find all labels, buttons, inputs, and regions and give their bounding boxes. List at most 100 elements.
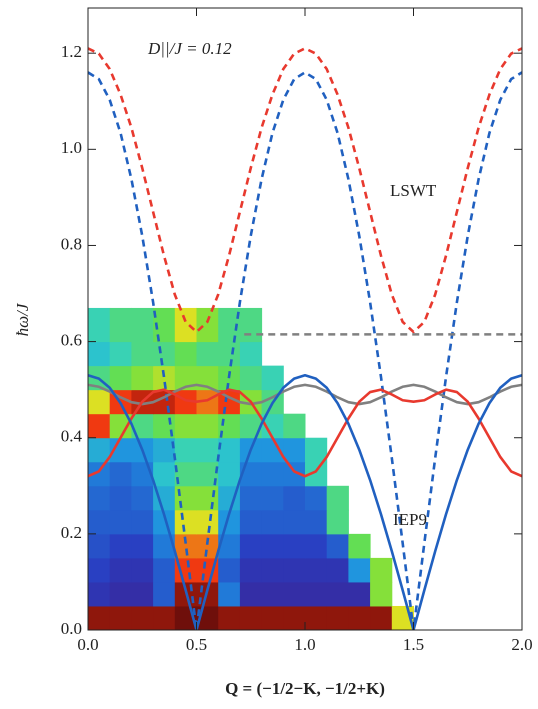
heatmap-cell: [131, 605, 154, 630]
heatmap-cell: [261, 581, 284, 607]
x-tick-label: 0.5: [186, 635, 207, 654]
heatmap-cell: [239, 605, 263, 630]
heatmap-cell: [131, 509, 154, 535]
heatmap-cell: [196, 365, 219, 391]
annotation: LSWT: [390, 181, 437, 200]
heatmap-cell: [261, 437, 284, 463]
heatmap-cell: [305, 533, 328, 559]
heatmap-cell: [305, 581, 328, 607]
heatmap-cell: [218, 581, 241, 607]
heatmap-cell: [218, 461, 241, 487]
y-tick-label: 0.4: [61, 427, 83, 446]
heatmap-cell: [88, 485, 111, 511]
heatmap-cell: [283, 485, 306, 511]
heatmap-cell: [348, 533, 371, 559]
heatmap-cell: [261, 365, 284, 391]
heatmap-cell: [239, 533, 263, 559]
heatmap-cell: [88, 557, 111, 583]
x-tick-label: 2.0: [511, 635, 532, 654]
lines: [88, 47, 522, 630]
heatmap-cell: [218, 307, 241, 343]
heatmap-cell: [196, 509, 219, 535]
series-line: [88, 47, 522, 334]
heatmap-cell: [88, 437, 111, 463]
heatmap-cell: [218, 533, 241, 559]
heatmap-cell: [261, 413, 284, 439]
heatmap-cell: [305, 461, 328, 487]
annotation: IEP9: [393, 510, 427, 529]
heatmap-cell: [109, 485, 132, 511]
heatmap-cell: [326, 533, 349, 559]
heatmap-cell: [174, 389, 197, 415]
heatmap-cell: [131, 365, 154, 391]
heatmap-cell: [174, 509, 197, 535]
y-tick-label: 0.2: [61, 523, 82, 542]
heatmap-cell: [153, 341, 176, 367]
heatmap-cell: [131, 413, 154, 439]
y-tick-label: 0.6: [61, 330, 82, 349]
x-tick-label: 1.5: [403, 635, 424, 654]
heatmap-cell: [153, 485, 176, 511]
heatmap-cell: [348, 605, 371, 630]
heatmap-cell: [153, 605, 176, 630]
heatmap-cell: [88, 389, 111, 415]
heatmap-cell: [196, 485, 219, 511]
heatmap-cell: [88, 605, 111, 630]
heatmap-cell: [109, 557, 132, 583]
heatmap-cell: [153, 461, 176, 487]
heatmap-cell: [218, 437, 241, 463]
heatmap-cell: [370, 581, 393, 607]
heatmap-cell: [88, 307, 111, 343]
heatmap-cell: [174, 437, 197, 463]
heatmap-cell: [196, 307, 219, 343]
heatmap-cell: [283, 509, 306, 535]
heatmap-cell: [153, 533, 176, 559]
y-tick-label: 0.0: [61, 619, 82, 638]
heatmap-cell: [283, 437, 306, 463]
heatmap-cell: [305, 605, 328, 630]
heatmap-cell: [109, 461, 132, 487]
heatmap-cell: [88, 413, 111, 439]
heatmap-cell: [174, 341, 197, 367]
heatmap-cell: [370, 605, 393, 630]
heatmap-cell: [283, 413, 306, 439]
heatmap-cell: [261, 485, 284, 511]
heatmap-cell: [261, 509, 284, 535]
heatmap-cell: [283, 605, 306, 630]
annotation: D||/J = 0.12: [147, 39, 232, 58]
heatmap-cell: [174, 557, 197, 583]
series-line: [88, 373, 522, 630]
heatmap-cell: [305, 485, 328, 511]
heatmap-cell: [153, 557, 176, 583]
heatmap-cell: [370, 557, 393, 583]
heatmap-cell: [283, 557, 306, 583]
heatmap-cell: [326, 485, 349, 511]
heatmap-cell: [153, 365, 176, 391]
heatmap-cell: [218, 557, 241, 583]
heatmap-cell: [305, 437, 328, 463]
heatmap-cell: [261, 461, 284, 487]
heatmap-cell: [196, 437, 219, 463]
heatmap-cell: [131, 557, 154, 583]
heatmap-cell: [109, 605, 132, 630]
heatmap-cell: [348, 581, 371, 607]
heatmap-cell: [174, 365, 197, 391]
y-tick-label: 1.2: [61, 42, 82, 61]
heatmap-cell: [218, 341, 241, 367]
heatmap-cell: [283, 461, 306, 487]
heatmap-cell: [109, 365, 132, 391]
heatmap-cell: [131, 533, 154, 559]
heatmap-cell: [88, 533, 111, 559]
heatmap-cell: [109, 509, 132, 535]
heatmap-cell: [196, 341, 219, 367]
heatmap-cell: [109, 437, 132, 463]
heatmap-cell: [326, 605, 349, 630]
heatmap-cell: [239, 307, 263, 343]
heatmap-cell: [196, 461, 219, 487]
heatmap-cell: [326, 581, 349, 607]
heatmap-cell: [174, 533, 197, 559]
heatmap-cell: [305, 509, 328, 535]
heatmap-cell: [196, 413, 219, 439]
x-tick-label: 1.0: [294, 635, 315, 654]
